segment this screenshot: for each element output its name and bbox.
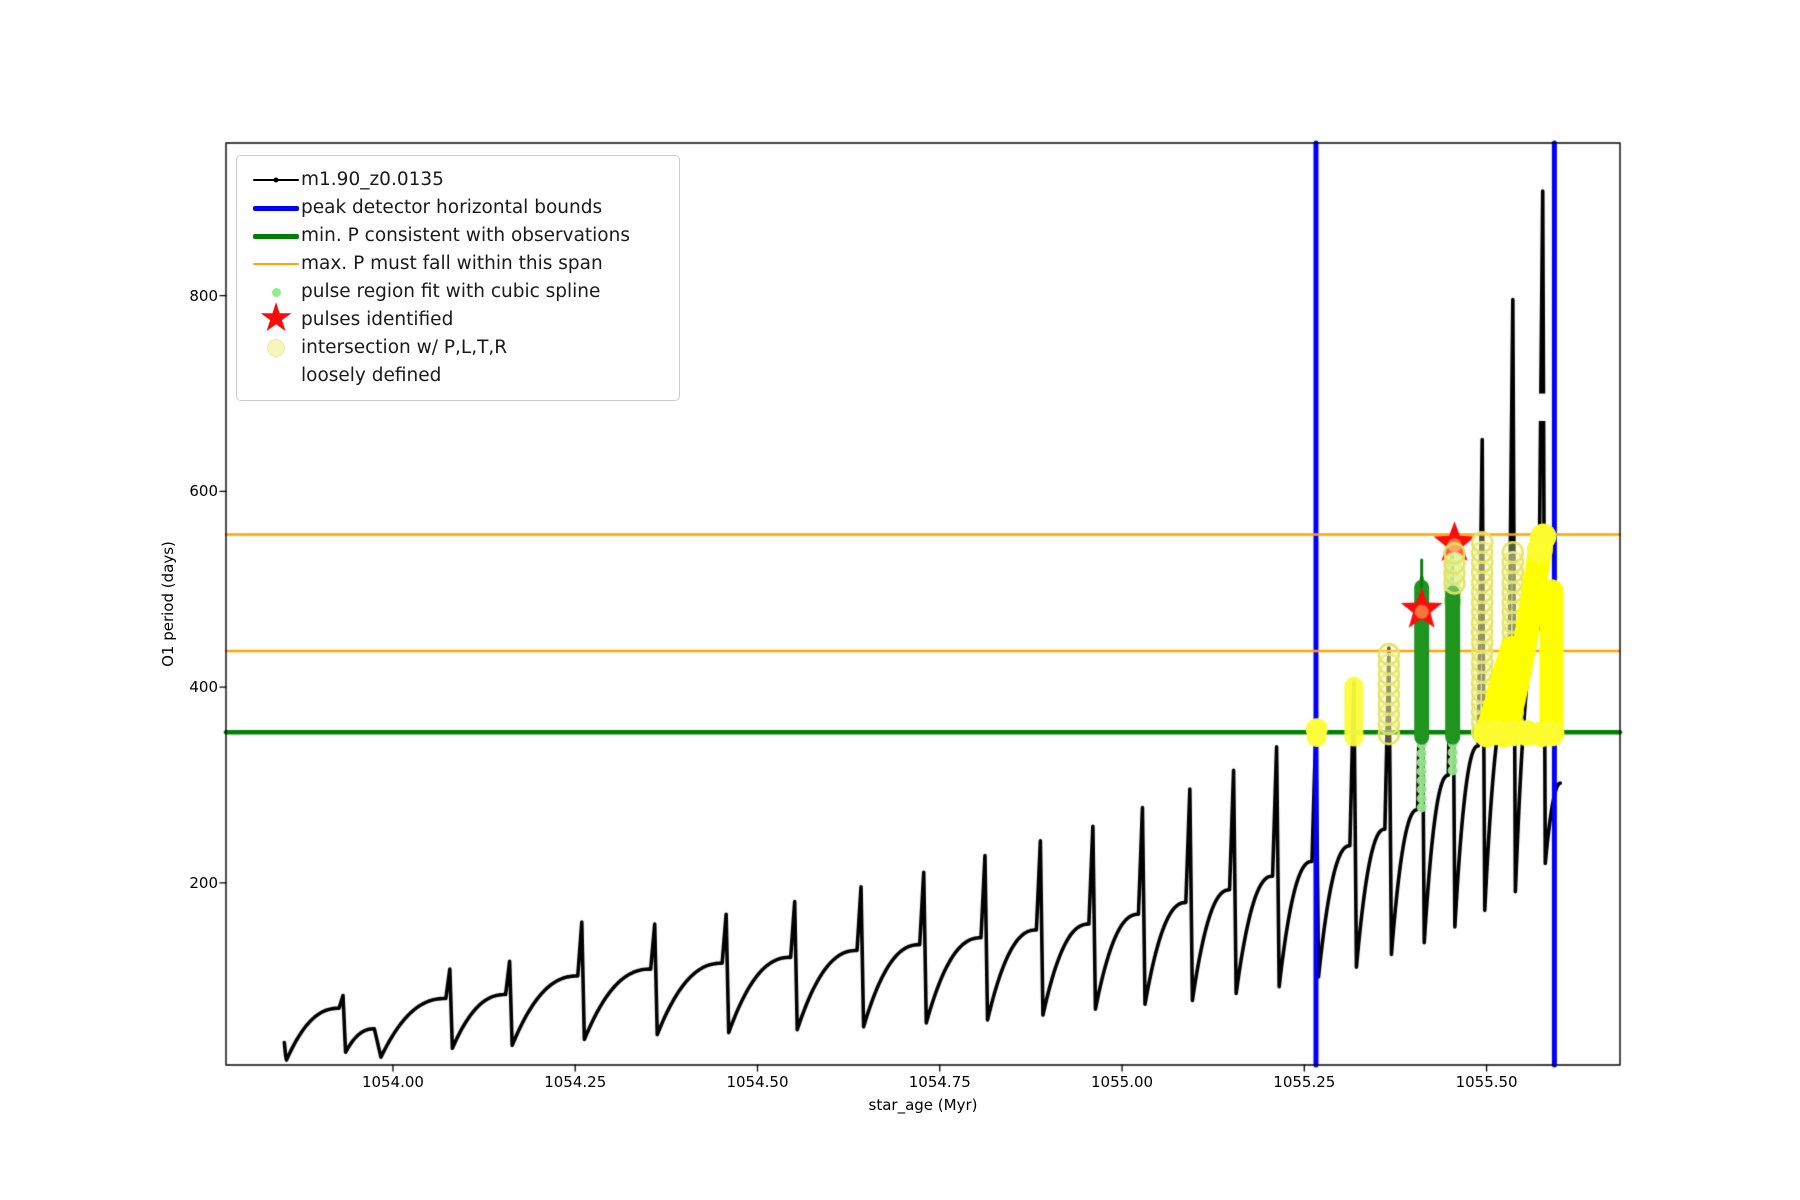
- legend-item: peak detector horizontal bounds: [251, 194, 665, 222]
- x-tick-label: 1054.25: [544, 1073, 607, 1091]
- x-tick-label: 1054.50: [726, 1073, 789, 1091]
- orange-line-icon: [251, 250, 301, 278]
- x-tick-label: 1054.75: [908, 1073, 971, 1091]
- y-tick-label: 200: [189, 873, 218, 892]
- blue-line-icon: [251, 194, 301, 222]
- yellow-dot-icon: [251, 334, 301, 362]
- star-icon: ★: [258, 295, 294, 341]
- y-tick-label: 400: [189, 678, 218, 697]
- x-tick-label: 1055.00: [1091, 1073, 1154, 1091]
- legend-item: intersection w/ P,L,T,R loosely defined: [251, 334, 665, 390]
- legend-item-label: peak detector horizontal bounds: [301, 197, 603, 218]
- x-tick-label: 1055.25: [1273, 1073, 1336, 1091]
- y-tick-label: 800: [189, 286, 218, 305]
- spline-dot-icon: [251, 278, 301, 306]
- x-tick-label: 1055.50: [1455, 1073, 1518, 1091]
- legend-item: m1.90_z0.0135: [251, 166, 665, 194]
- legend-item-label: m1.90_z0.0135: [301, 169, 444, 190]
- legend-item: min. P consistent with observations: [251, 222, 665, 250]
- legend-item-label: pulse region fit with cubic spline: [301, 281, 601, 302]
- y-tick-label: 600: [189, 482, 218, 501]
- legend-item-label: min. P consistent with observations: [301, 225, 630, 246]
- y-axis-label: O1 period (days): [159, 541, 177, 667]
- legend-item: ★ pulses identified: [251, 295, 665, 341]
- series-line-icon: [251, 166, 301, 194]
- green-line-icon: [251, 222, 301, 250]
- legend-item: max. P must fall within this span: [251, 250, 665, 278]
- legend-item-label: max. P must fall within this span: [301, 253, 603, 274]
- legend-item-label: pulses identified: [301, 309, 454, 330]
- legend-item: pulse region fit with cubic spline: [251, 278, 665, 306]
- x-axis-label: star_age (Myr): [868, 1096, 978, 1114]
- x-tick-label: 1054.00: [361, 1073, 424, 1091]
- legend-item-label: intersection w/ P,L,T,R loosely defined: [301, 337, 508, 386]
